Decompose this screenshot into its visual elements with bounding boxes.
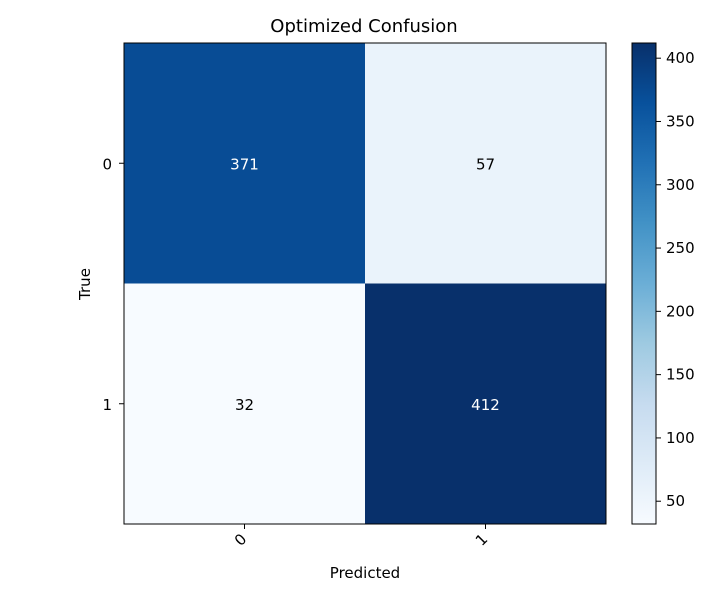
x-axis-label: Predicted: [330, 564, 400, 582]
colorbar-tick-label: 400: [666, 49, 695, 67]
colorbar: 50 100 150 200 250 300 350 400: [631, 42, 695, 525]
cell-value-label: 371: [230, 155, 259, 173]
colorbar-ticks: 50 100 150 200 250 300 350 400: [656, 49, 695, 510]
heatmap-cell: [124, 43, 365, 284]
colorbar-tick-label: 350: [666, 112, 695, 130]
cell-value-label: 57: [476, 155, 495, 173]
colorbar-tick-label: 150: [666, 366, 695, 384]
colorbar-tick-label: 250: [666, 239, 695, 257]
y-tick-label: 0: [102, 155, 112, 173]
y-axis: 01: [102, 155, 124, 414]
colorbar-tick-label: 300: [666, 176, 695, 194]
colorbar-tick-label: 200: [666, 302, 695, 320]
colorbar-tick-label: 50: [666, 492, 685, 510]
heatmap-cell: [124, 283, 365, 524]
plot-frame: [123, 42, 607, 525]
cell-value-label: 412: [471, 396, 500, 414]
heatmap-plot-area: 371 57 32 412: [124, 43, 606, 524]
cell-value-label: 32: [235, 396, 254, 414]
colorbar-frame: [631, 42, 657, 525]
y-tick-label: 1: [102, 396, 112, 414]
heatmap-cell: [365, 283, 606, 524]
colorbar-tick-label: 100: [666, 429, 695, 447]
chart-title: Optimized Confusion: [270, 16, 457, 37]
heatmap-cell: [365, 43, 606, 284]
colorbar-gradient: [632, 43, 656, 524]
y-axis-label: True: [76, 268, 94, 301]
